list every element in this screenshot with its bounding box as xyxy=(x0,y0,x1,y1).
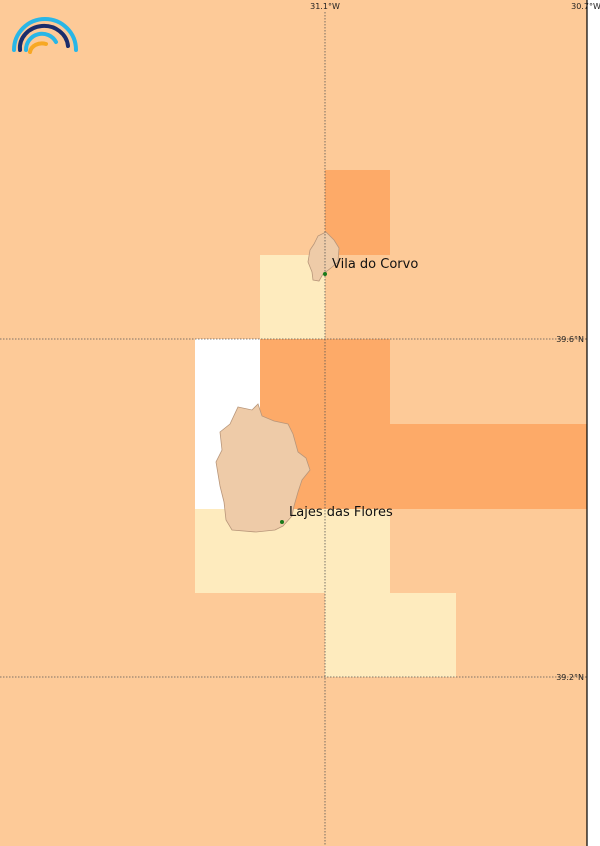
logo-arc xyxy=(23,31,58,52)
place-marker xyxy=(280,520,284,524)
cell xyxy=(325,593,456,677)
islands xyxy=(215,231,340,533)
logo-arc xyxy=(28,41,48,54)
cell xyxy=(325,170,390,255)
logo-arc xyxy=(12,17,78,52)
lat-label: 39.6°N xyxy=(556,335,584,344)
island-corvo xyxy=(307,231,340,282)
cell xyxy=(195,509,390,593)
logo xyxy=(12,17,78,54)
place-label: Lajes das Flores xyxy=(289,505,393,520)
lon-label: 31.1°W xyxy=(310,2,340,11)
place-label: Vila do Corvo xyxy=(332,257,418,272)
graticule xyxy=(0,12,587,846)
logo-arc xyxy=(17,23,70,52)
grid-cells xyxy=(195,170,587,677)
cell xyxy=(260,424,587,509)
lon-label: 30.7°W xyxy=(571,2,600,11)
lat-label: 39.2°N xyxy=(556,673,584,682)
place-marker xyxy=(323,272,327,276)
island-flores xyxy=(215,403,311,533)
